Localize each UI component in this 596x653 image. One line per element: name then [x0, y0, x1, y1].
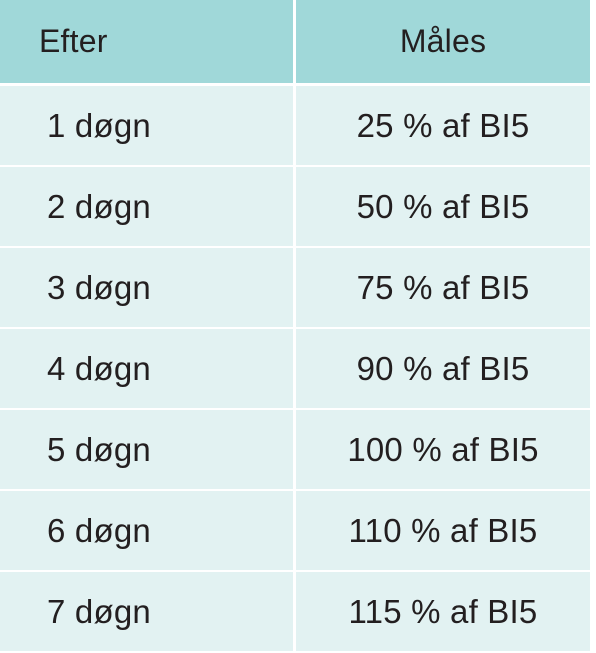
cell-measure: 115 % af BI5 — [296, 572, 590, 651]
cell-measure: 110 % af BI5 — [296, 491, 590, 570]
cell-after: 6 døgn — [0, 491, 293, 570]
cell-after: 3 døgn — [0, 248, 293, 327]
cell-after: 5 døgn — [0, 410, 293, 489]
cell-measure: 90 % af BI5 — [296, 329, 590, 408]
header-efter: Efter — [0, 0, 293, 83]
table-row: 5 døgn 100 % af BI5 — [0, 410, 590, 489]
cell-measure: 50 % af BI5 — [296, 167, 590, 246]
cell-after: 2 døgn — [0, 167, 293, 246]
cell-after: 7 døgn — [0, 572, 293, 651]
cell-measure: 75 % af BI5 — [296, 248, 590, 327]
table-row: 6 døgn 110 % af BI5 — [0, 491, 590, 570]
cell-after: 1 døgn — [0, 86, 293, 165]
cell-after: 4 døgn — [0, 329, 293, 408]
table-header-row: Efter Måles — [0, 0, 590, 83]
table-row: 4 døgn 90 % af BI5 — [0, 329, 590, 408]
table-row: 1 døgn 25 % af BI5 — [0, 86, 590, 165]
header-males: Måles — [296, 0, 590, 83]
table-row: 7 døgn 115 % af BI5 — [0, 572, 590, 651]
table-row: 2 døgn 50 % af BI5 — [0, 167, 590, 246]
table-row: 3 døgn 75 % af BI5 — [0, 248, 590, 327]
cell-measure: 25 % af BI5 — [296, 86, 590, 165]
cell-measure: 100 % af BI5 — [296, 410, 590, 489]
